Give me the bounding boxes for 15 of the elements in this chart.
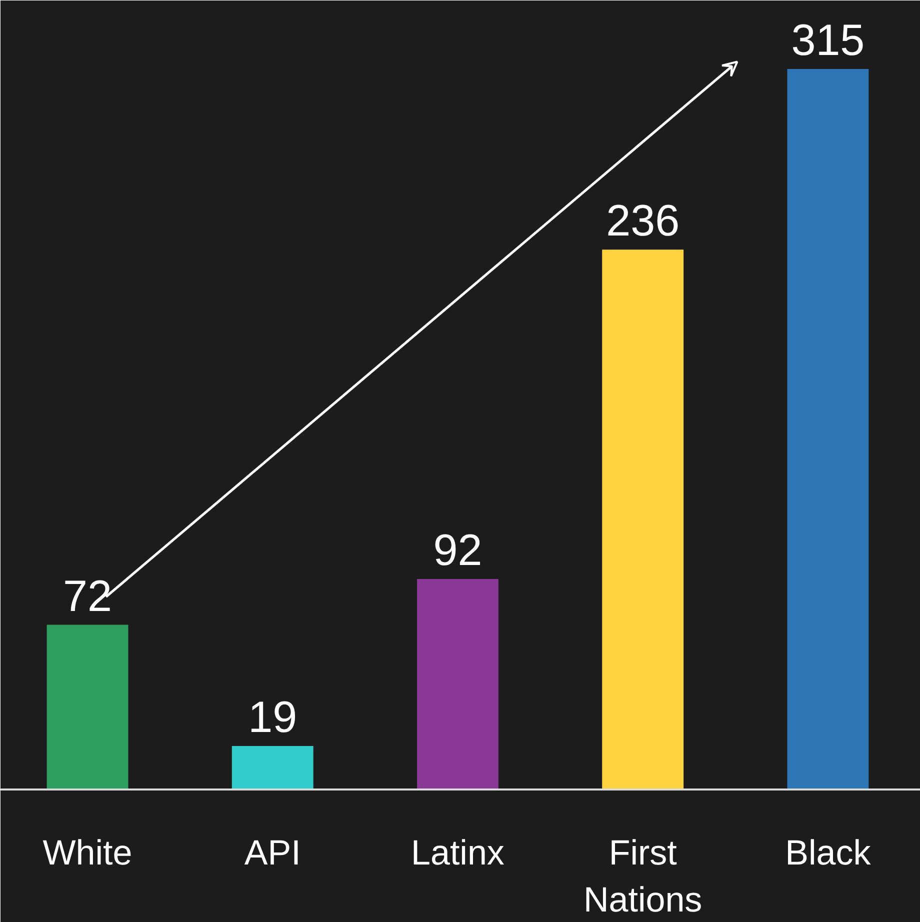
data-label: 315 xyxy=(791,16,865,65)
data-label: 19 xyxy=(248,693,298,742)
x-tick-label: API xyxy=(244,834,301,872)
data-label: 92 xyxy=(433,526,482,576)
x-tick-label: First Nations xyxy=(584,834,702,920)
x-tick-label: Black xyxy=(785,834,872,872)
bar xyxy=(417,579,498,790)
bar xyxy=(787,68,869,790)
data-label: 236 xyxy=(606,196,680,246)
x-tick-label: White xyxy=(42,834,132,872)
data-label: 72 xyxy=(63,572,112,621)
bar xyxy=(602,250,684,790)
x-tick-label: Latinx xyxy=(411,834,505,872)
bar xyxy=(46,624,128,790)
bar xyxy=(232,746,314,790)
